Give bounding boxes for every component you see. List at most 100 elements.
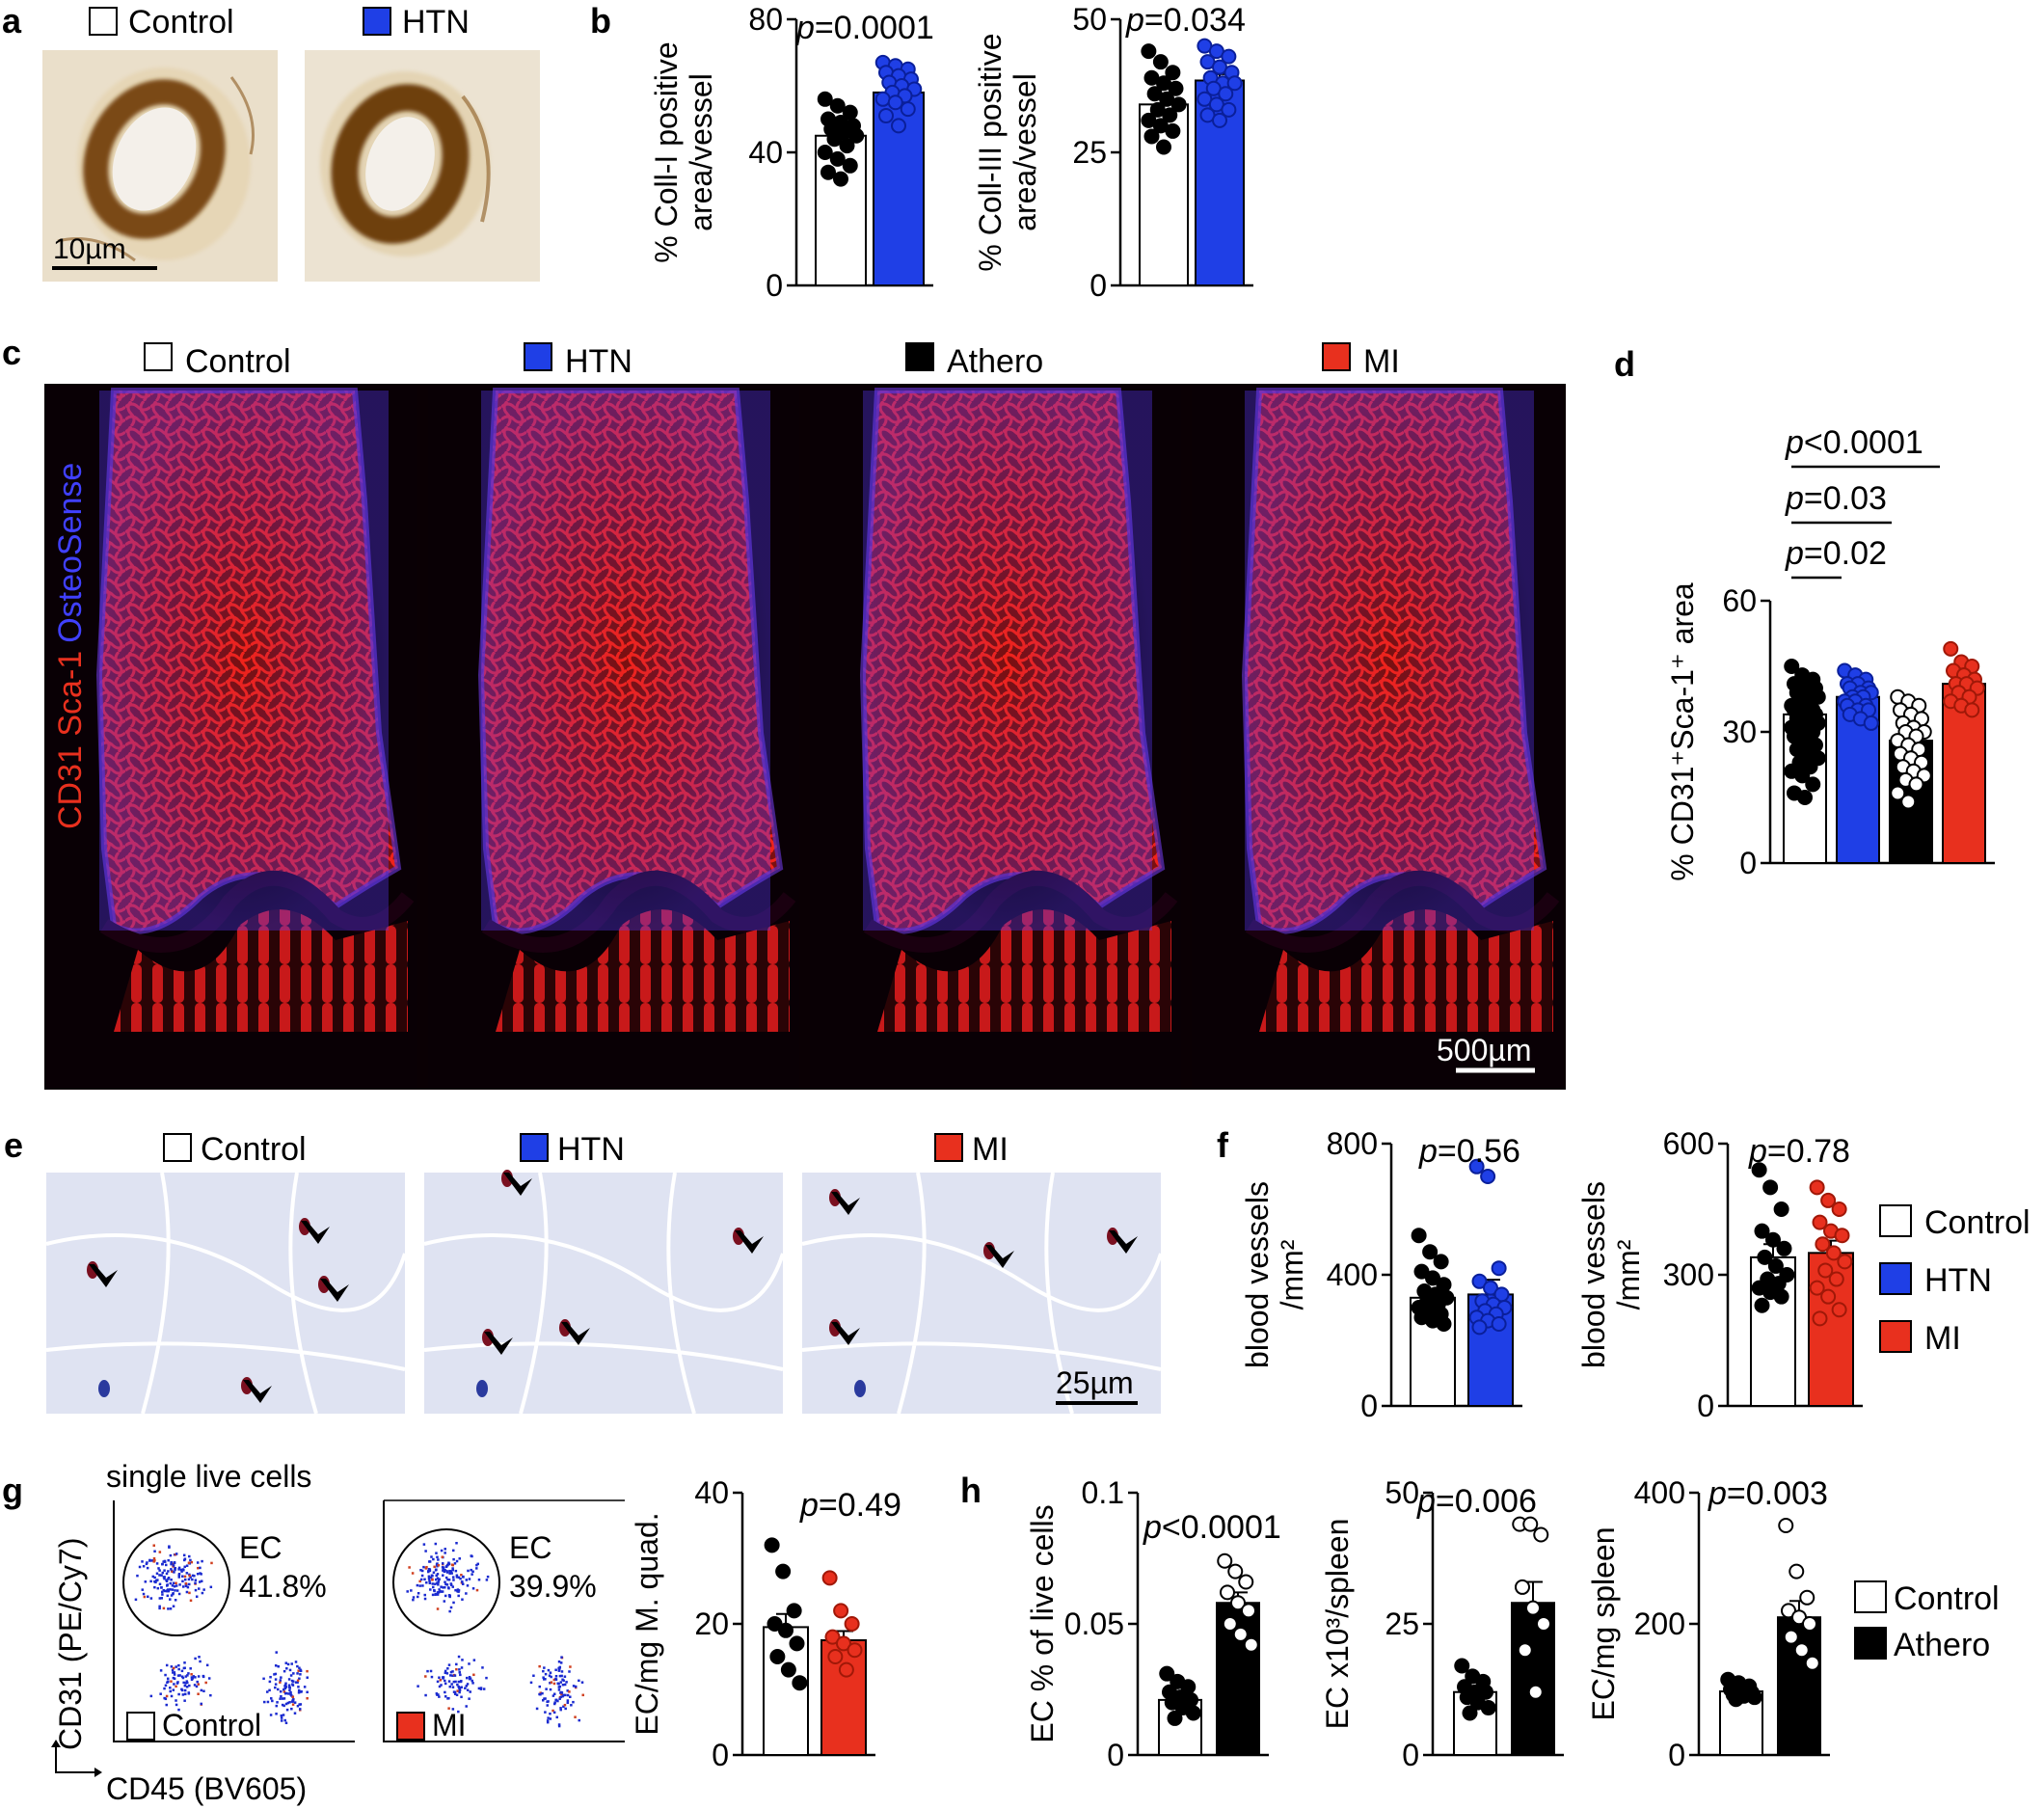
data-point [1241,1603,1256,1619]
event-dot [454,1680,457,1684]
event-dot [460,1666,464,1669]
event-dot [149,1694,153,1698]
event-dot [485,1676,488,1680]
event-dot [455,1693,459,1697]
panel-letter-d: d [1614,344,1635,384]
scalebar-label-c: 500µm [1437,1033,1531,1067]
event-dot [196,1572,200,1576]
event-dot [557,1660,561,1663]
event-dot [194,1676,197,1679]
legend-swatch-control [89,7,118,36]
p-value-number: =0.56 [1438,1133,1520,1170]
event-dot [182,1666,186,1670]
event-dot [286,1701,290,1705]
fluorescence-tile-control [46,386,417,1088]
event-dot [169,1553,173,1557]
event-dot [557,1686,561,1688]
event-dot [444,1679,446,1683]
event-dot [169,1689,172,1693]
column-vessels [1259,909,1553,1032]
group-label-htn: HTN [557,1131,625,1168]
event-dot [563,1703,567,1707]
y-axis-label: EC/mg M. quad. [630,1512,664,1735]
histology-tile-htn [423,1170,785,1415]
data-point [1159,1665,1175,1682]
event-dot [430,1574,434,1578]
event-dot [187,1672,190,1675]
event-dot [471,1570,474,1574]
data-point [839,138,855,154]
data-point [817,145,833,160]
column-vessels [114,909,408,1032]
event-dot [183,1692,187,1696]
event-dot [538,1664,541,1668]
fiber-borders [45,1172,407,1415]
event-dot [420,1569,424,1573]
data-point [1515,1579,1530,1595]
data-point [1212,112,1227,128]
event-dot [173,1673,176,1676]
data-point [1890,785,1906,801]
event-dot [429,1669,433,1673]
panel-e: e Control HTN MI 25µm [4,1125,1163,1415]
legend-swatch-control [1854,1580,1887,1613]
event-dot [468,1662,471,1665]
event-dot [184,1682,187,1685]
panel-letter-f: f [1217,1125,1229,1165]
data-point [1746,1689,1762,1706]
event-dot [458,1557,461,1560]
legend-h: Control Athero [1854,1580,2000,1663]
data-point [1754,1223,1770,1239]
event-dot [298,1677,301,1681]
event-dot [419,1578,423,1581]
event-dot [443,1585,446,1589]
event-dot [183,1565,186,1569]
data-point [1483,1280,1498,1296]
event-dot [177,1574,180,1577]
data-point [1964,702,1980,718]
p-value: p<0.0001 [1785,424,1923,461]
data-point [1794,768,1811,784]
event-dot [177,1692,180,1696]
event-dot [566,1689,569,1692]
event-dot [546,1700,549,1704]
data-point [1809,1179,1825,1196]
data-point [1468,1158,1485,1174]
data-point [1525,1600,1541,1616]
event-dot [158,1551,162,1553]
event-dot [452,1680,456,1684]
flow-axes [383,1500,625,1742]
data-point [1517,1642,1533,1659]
event-dot [459,1577,462,1580]
event-dot [466,1584,470,1587]
event-dot [565,1681,568,1684]
event-dot [297,1686,300,1688]
event-dot [444,1552,446,1554]
event-dot [292,1698,295,1701]
event-dot [182,1553,186,1557]
event-dot [192,1675,196,1678]
event-dot [418,1580,421,1583]
event-dot [177,1667,180,1671]
legend-swatch-control [144,342,173,371]
event-dot [306,1696,309,1700]
event-dot [465,1685,469,1688]
event-dot [560,1692,563,1696]
event-dot [539,1691,542,1694]
event-dot [296,1672,299,1675]
event-dot [570,1704,573,1707]
event-dot [172,1592,175,1595]
ec-gate [392,1528,500,1636]
data-point [1165,65,1181,81]
y-tick-label: 30 [1722,715,1757,749]
p-value: p=0.02 [1785,535,1887,572]
p-value: p=0.03 [1785,480,1887,517]
event-dot [274,1683,278,1686]
event-dot [183,1661,186,1664]
y-axis-label: /mm² [1611,1239,1646,1310]
data-point [887,94,903,111]
data-point [789,1635,805,1652]
event-dot [158,1605,161,1608]
event-dot [552,1711,556,1714]
p-symbol: p [1785,480,1804,517]
